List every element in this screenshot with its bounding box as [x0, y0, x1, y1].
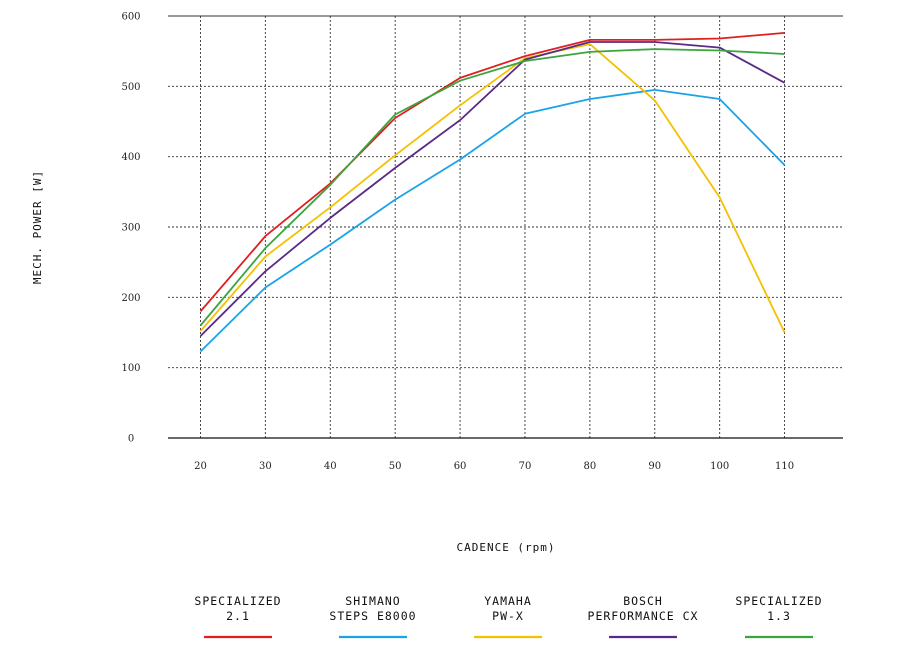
series-line-5 [199, 48, 785, 327]
series-line-4 [199, 41, 786, 337]
y-tick-label: 600 [121, 12, 140, 23]
legend-label: YAMAHA [484, 594, 532, 608]
tick-labels: 0 100 200 300 400 500 600 20 30 40 50 60 70 80 90 100 11… [121, 12, 794, 473]
legend-label: 2.1 [226, 609, 250, 623]
grid [168, 15, 843, 438]
legend-label: SPECIALIZED [735, 594, 822, 608]
x-tick-label: 40 [324, 461, 337, 472]
x-tick-label: 60 [454, 461, 467, 472]
x-tick-label: 20 [194, 461, 207, 472]
legend-label: SHIMANO [345, 594, 400, 608]
x-tick-label: 90 [648, 461, 661, 472]
y-tick-label: 400 [121, 152, 140, 163]
x-tick-label: 70 [519, 461, 532, 472]
series-line-3 [199, 43, 786, 333]
y-tick-label: 100 [121, 363, 140, 374]
x-tick-label: 80 [584, 461, 597, 472]
y-tick-label: 500 [121, 82, 140, 93]
y-tick-label: 0 [128, 434, 134, 445]
series-lines [199, 32, 786, 353]
legend-label: BOSCH [623, 594, 663, 608]
legend-label: PERFORMANCE CX [588, 609, 699, 623]
x-tick-label: 100 [710, 461, 729, 472]
series-line-1 [199, 32, 785, 312]
legend-label: STEPS E8000 [329, 609, 416, 623]
x-tick-label: 30 [259, 461, 272, 472]
x-tick-label: 50 [389, 461, 402, 472]
y-tick-label: 200 [121, 293, 140, 304]
y-axis-title: MECH. POWER [W] [31, 170, 44, 284]
legend-label: PW-X [492, 609, 524, 623]
y-tick-label: 300 [121, 223, 140, 234]
series-line-2 [199, 89, 786, 353]
legend-label: SPECIALIZED [194, 594, 281, 608]
x-tick-label: 110 [775, 461, 794, 472]
legend-label: 1.3 [767, 609, 791, 623]
x-axis-title: CADENCE (rpm) [456, 541, 555, 554]
